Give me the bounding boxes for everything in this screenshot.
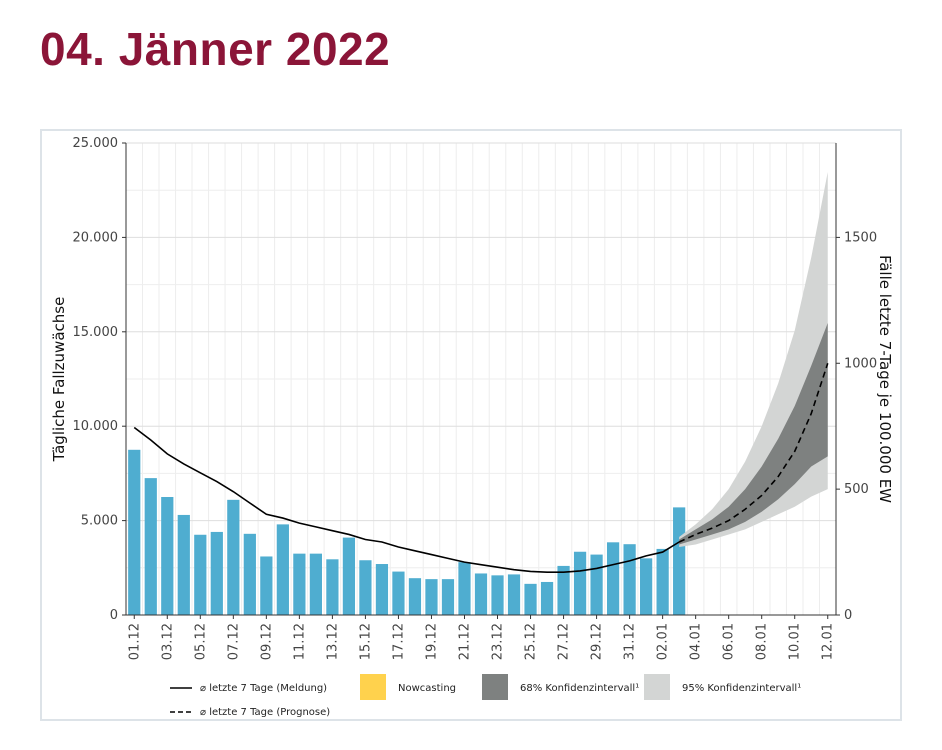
bar-27.12 [557,565,570,615]
legend-key-ci95 [644,674,670,700]
x-tick-label: 23.12 [491,623,506,660]
bar-18.12 [408,578,422,615]
x-tick-label: 03.12 [160,623,175,660]
bar-24.12 [507,574,521,615]
legend-label-ci95: 95% Konfidenzintervall¹ [682,683,801,694]
x-tick-label: 06.01 [722,623,737,660]
bar-02.01 [656,548,669,615]
bar-14.12 [342,537,356,615]
chart: 0 5.000 10.000 15.000 20.000 25.000 0 500 1000 15… [50,136,894,718]
y2-tick-label: 1500 [844,230,877,245]
x-tick-label: 13.12 [325,623,340,660]
legend-key-nowcasting [360,674,386,700]
y2-axis-title: Fälle letzte 7-Tage je 100.000 EW [876,255,894,503]
line-prognose [678,363,829,543]
bar-10.12 [276,524,289,615]
y-tick-label: 20.000 [73,230,119,245]
bar-20.12 [441,579,455,615]
bar-29.12 [590,554,603,615]
y2-tick-label: 1000 [844,356,877,371]
page-title: 04. Jänner 2022 [40,23,391,75]
bar-28.12 [573,551,587,615]
bar-25.12 [524,583,537,615]
bar-21.12 [458,562,471,615]
x-tick-label: 05.12 [193,623,208,660]
bar-13.12 [326,559,339,615]
x-tick-label: 27.12 [557,623,572,660]
x-tick-label: 31.12 [623,623,638,660]
legend-label-meldung: ⌀ letzte 7 Tage (Meldung) [200,683,327,694]
bar-04.12 [177,514,190,615]
x-tick-label: 25.12 [524,623,539,660]
y-tick-label: 10.000 [73,419,119,434]
x-tick-label: 11.12 [292,623,307,660]
x-tick-label: 09.12 [259,623,274,660]
legend-label-nowcasting: Nowcasting [398,683,456,694]
legend-key-ci68 [482,674,508,700]
chart-frame: 0 5.000 10.000 15.000 20.000 25.000 0 500 1000 15… [40,129,902,721]
bar-11.12 [293,553,306,615]
ci68-band [679,322,828,545]
bar-22.12 [474,573,488,615]
legend-label-prognose: ⌀ letzte 7 Tage (Prognose) [200,707,330,718]
x-tick-label: 10.01 [788,623,803,660]
x-tick-label: 15.12 [358,623,373,660]
bar-30.12 [606,542,620,615]
x-tick-label: 17.12 [391,623,406,660]
bar-03.01 [673,507,686,615]
bar-23.12 [491,575,504,615]
bar-01.12 [128,449,141,615]
x-tick-label: 04.01 [689,623,704,660]
y-tick-label: 0 [110,608,118,623]
x-tick-label: 01.12 [127,623,142,660]
bar-09.12 [260,556,273,615]
bar-31.12 [623,544,636,615]
y-tick-label: 15.000 [73,325,119,340]
bar-01.01 [640,558,653,615]
x-tick-label: 02.01 [656,623,671,660]
legend-label-ci68: 68% Konfidenzintervall¹ [520,683,639,694]
bar-02.12 [144,478,157,615]
bar-08.12 [243,533,256,615]
bar-03.12 [161,497,174,615]
bar-16.12 [375,564,389,615]
bar-12.12 [309,553,322,615]
bar-26.12 [540,581,554,615]
bar-05.12 [194,534,207,615]
bar-07.12 [227,499,240,615]
y2-tick-label: 0 [844,608,852,623]
y2-tick-label: 500 [844,482,869,497]
bar-15.12 [359,560,372,615]
x-tick-label: 29.12 [590,623,605,660]
y-tick-label: 5.000 [81,514,118,529]
x-tick-label: 21.12 [457,623,472,660]
bar-17.12 [392,571,405,615]
bar-06.12 [210,531,223,615]
x-tick-label: 08.01 [755,623,770,660]
bar-19.12 [425,579,438,615]
y-axis-title: Tägliche Fallzuwächse [50,297,68,463]
y-tick-label: 25.000 [73,136,119,151]
line-meldung [133,426,680,574]
x-tick-label: 12.01 [821,623,836,660]
x-tick-label: 19.12 [424,623,439,660]
x-tick-label: 07.12 [226,623,241,660]
